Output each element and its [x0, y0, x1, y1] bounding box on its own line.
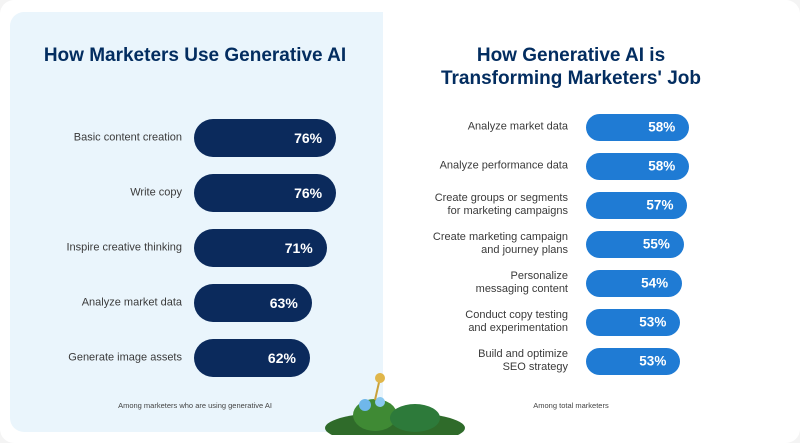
bar: [586, 191, 688, 219]
value-label: 53%: [639, 314, 667, 330]
category-label: Basic content creation: [73, 131, 182, 144]
category-label: Write copy: [130, 186, 182, 199]
value-label: 58%: [648, 158, 676, 174]
value-label: 53%: [639, 353, 667, 369]
value-label: 57%: [646, 197, 674, 213]
category-label: Conduct copy testing and experimentation: [465, 309, 568, 334]
value-label: 58%: [648, 119, 676, 135]
bar: [194, 174, 337, 212]
bar: [194, 229, 327, 267]
value-label: 54%: [641, 275, 669, 291]
bar: [586, 269, 683, 297]
bar: [586, 152, 690, 180]
value-label: 62%: [267, 350, 296, 366]
bar: [586, 230, 684, 258]
plant-decoration: [325, 373, 465, 435]
chart-title: How Marketers Use Generative AI: [43, 45, 347, 66]
bar: [586, 113, 690, 141]
category-label: Build and optimize SEO strategy: [478, 348, 568, 373]
bar: [194, 339, 310, 377]
value-label: 76%: [294, 130, 323, 146]
category-label: Analyze performance data: [439, 159, 568, 172]
bar: [586, 347, 681, 375]
value-label: 63%: [269, 295, 298, 311]
value-label: 71%: [284, 240, 313, 256]
left-panel: [10, 12, 383, 432]
category-label: Analyze market data: [81, 296, 182, 309]
category-label: Analyze market data: [467, 120, 568, 133]
bar: [586, 308, 681, 336]
chart-title: How Generative AI is Transforming Market…: [440, 45, 702, 89]
footnote: Among marketers who are using generative…: [118, 401, 272, 410]
value-label: 55%: [642, 236, 670, 252]
bar: [194, 119, 337, 157]
value-label: 76%: [294, 185, 323, 201]
category-label: Create groups or segments for marketing …: [434, 192, 568, 217]
category-label: Personalize messaging content: [475, 270, 568, 295]
footnote: Among total marketers: [533, 401, 609, 410]
category-label: Inspire creative thinking: [66, 241, 182, 254]
category-label: Generate image assets: [68, 351, 182, 364]
category-label: Create marketing campaign and journey pl…: [432, 231, 568, 256]
bar: [194, 284, 312, 322]
